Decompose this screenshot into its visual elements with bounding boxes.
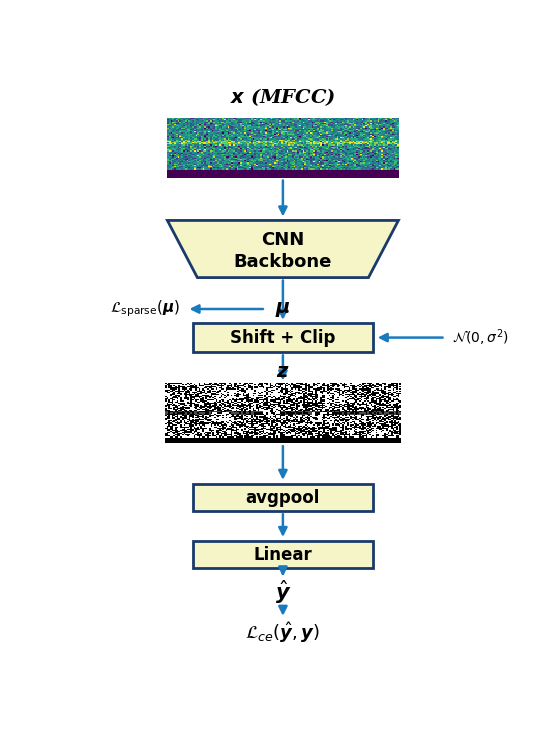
Text: Backbone: Backbone: [233, 252, 332, 271]
Text: $\boldsymbol{x}$ (MFCC): $\boldsymbol{x}$ (MFCC): [230, 86, 336, 108]
FancyBboxPatch shape: [193, 541, 373, 568]
Text: $\mathcal{L}_\mathrm{sparse}(\boldsymbol{\mu})$: $\mathcal{L}_\mathrm{sparse}(\boldsymbol…: [110, 299, 180, 319]
Text: avgpool: avgpool: [246, 488, 320, 507]
Text: CNN: CNN: [261, 232, 305, 249]
FancyBboxPatch shape: [193, 484, 373, 511]
Text: $\boldsymbol{z}$: $\boldsymbol{z}$: [276, 363, 290, 381]
Text: Linear: Linear: [253, 545, 312, 564]
Polygon shape: [167, 220, 399, 278]
Text: $\boldsymbol{\mu}$: $\boldsymbol{\mu}$: [275, 300, 291, 318]
Text: $\mathcal{N}(0, \sigma^2)$: $\mathcal{N}(0, \sigma^2)$: [452, 327, 509, 348]
Text: $\hat{\boldsymbol{y}}$: $\hat{\boldsymbol{y}}$: [275, 578, 291, 605]
Text: $\mathcal{L}_{ce}(\hat{\boldsymbol{y}}, \boldsymbol{y})$: $\mathcal{L}_{ce}(\hat{\boldsymbol{y}}, …: [246, 620, 320, 646]
Text: Shift + Clip: Shift + Clip: [230, 329, 336, 347]
FancyBboxPatch shape: [193, 323, 373, 352]
